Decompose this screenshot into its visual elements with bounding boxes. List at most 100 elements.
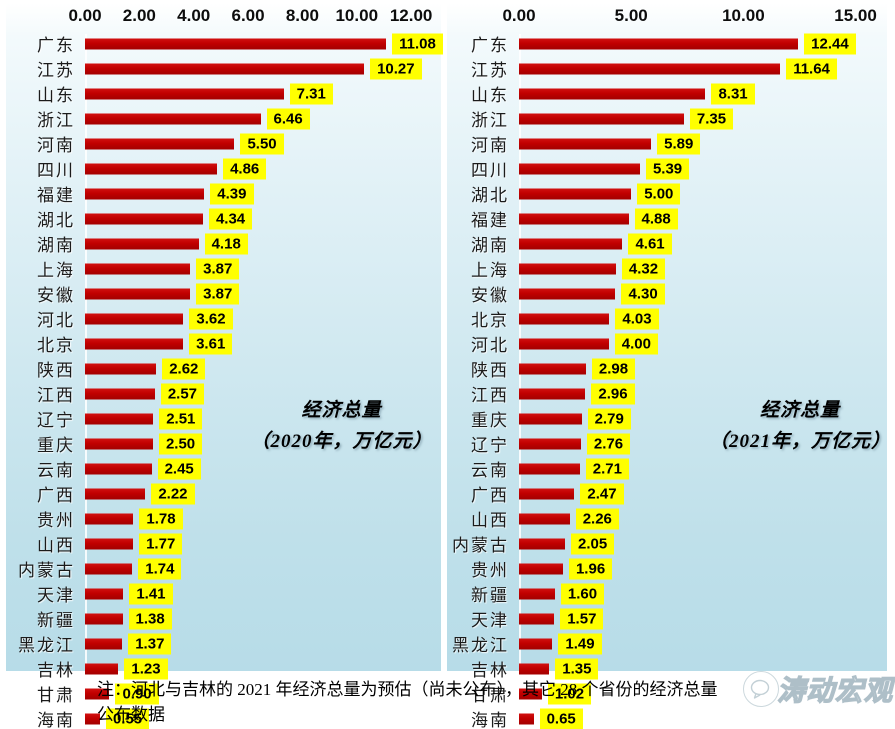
chart-row: 新疆 1.60 — [447, 581, 887, 606]
chart-row: 陕西 2.62 — [6, 356, 441, 381]
category-label: 北京 — [471, 311, 509, 330]
category-label: 湖南 — [471, 236, 509, 255]
bar-track: 1.02 — [519, 681, 887, 706]
chart-row: 北京 3.61 — [6, 331, 441, 356]
bar-track: 3.61 — [85, 331, 441, 356]
value-label: 0.65 — [539, 708, 583, 729]
axis-tick-label: 8.00 — [285, 6, 319, 25]
bar-track: 4.34 — [85, 206, 441, 231]
value-label: 6.46 — [266, 108, 310, 129]
chart-title-line2: （2021年，万亿元） — [708, 431, 892, 453]
category-label: 新疆 — [471, 586, 509, 605]
bar — [519, 238, 623, 249]
value-label: 3.61 — [189, 333, 233, 354]
category-label: 河北 — [471, 336, 509, 355]
value-label: 2.05 — [571, 533, 615, 554]
category-label: 湖北 — [471, 186, 509, 205]
bar-track: 8.31 — [519, 81, 887, 106]
value-label: 2.76 — [586, 433, 631, 454]
axis-tick-label: 4.00 — [177, 6, 211, 25]
category-label: 黑龙江 — [18, 636, 75, 655]
axis-tick-label: 2.00 — [122, 6, 156, 25]
bar — [519, 463, 580, 474]
footnote-line2: 公布数据 — [97, 705, 165, 724]
chart-row: 天津 1.57 — [447, 606, 887, 631]
category-label: 福建 — [37, 186, 75, 205]
chart-row: 山东 7.31 — [6, 81, 441, 106]
chart-row: 重庆 2.79 — [447, 406, 887, 431]
bar-track: 3.87 — [85, 256, 441, 281]
bar — [85, 463, 152, 474]
bar — [85, 563, 133, 574]
bar — [85, 338, 184, 349]
value-label: 2.51 — [159, 408, 203, 429]
bar-track: 11.64 — [519, 56, 887, 81]
value-label: 1.49 — [558, 633, 602, 654]
axis-tick-label: 15.00 — [834, 6, 877, 25]
bar — [85, 438, 153, 449]
category-label: 内蒙古 — [452, 536, 509, 555]
chart-row: 上海 3.87 — [6, 256, 441, 281]
bar-track: 3.62 — [85, 306, 441, 331]
chart-row: 甘肃 0.90 — [6, 681, 441, 706]
bar — [519, 113, 684, 124]
bar-track: 1.38 — [85, 606, 441, 631]
value-label: 4.86 — [223, 158, 267, 179]
category-label: 辽宁 — [471, 436, 509, 455]
chart-row: 辽宁 2.76 — [447, 431, 887, 456]
bar — [85, 663, 119, 674]
category-label: 甘肃 — [37, 686, 75, 705]
chart-row: 辽宁 2.51 — [6, 406, 441, 431]
chart-row: 湖南 4.18 — [6, 231, 441, 256]
chart-row: 江苏 10.27 — [6, 56, 441, 81]
category-label: 山西 — [37, 536, 75, 555]
chart-row: 安徽 3.87 — [6, 281, 441, 306]
bar — [85, 638, 123, 649]
chart-row: 云南 2.45 — [6, 456, 441, 481]
category-label: 陕西 — [471, 361, 509, 380]
value-label: 2.45 — [157, 458, 201, 479]
value-label: 2.26 — [575, 508, 619, 529]
plot-area-2020: 广东 11.08 江苏 10.27 山东 7.31 浙江 6.46 河南 5.50 四川 4.86 福建… — [6, 28, 443, 729]
category-label: 湖南 — [37, 236, 75, 255]
value-label: 1.02 — [547, 683, 592, 704]
chat-bubble-icon — [742, 671, 779, 707]
value-label: 2.96 — [591, 383, 635, 404]
category-label: 福建 — [471, 211, 509, 230]
axis-tick-label: 6.00 — [231, 6, 265, 25]
category-label: 陕西 — [37, 361, 75, 380]
bar — [519, 638, 553, 649]
axis-tick-label: 0.00 — [68, 6, 102, 25]
value-label: 1.41 — [129, 583, 173, 604]
chart-row: 海南 0.55 — [6, 706, 441, 729]
chart-row: 内蒙古 2.05 — [447, 531, 887, 556]
bar-track: 10.27 — [85, 56, 441, 81]
chart-row: 山西 1.77 — [6, 531, 441, 556]
bar-track: 1.60 — [519, 581, 887, 606]
category-label: 上海 — [471, 261, 509, 280]
chart-title-line1: 经济总量 — [759, 400, 841, 421]
value-label: 1.38 — [128, 608, 172, 629]
category-label: 广西 — [471, 486, 509, 505]
value-label: 11.64 — [786, 58, 837, 79]
bar — [519, 38, 799, 49]
category-label: 内蒙古 — [18, 561, 75, 580]
bar — [519, 63, 781, 74]
bar — [519, 513, 570, 524]
value-label: 3.62 — [189, 308, 233, 329]
bar — [85, 113, 261, 124]
bar — [519, 288, 616, 299]
value-label: 4.34 — [208, 208, 253, 229]
value-label: 2.62 — [162, 358, 206, 379]
category-label: 新疆 — [37, 611, 75, 630]
value-label: 0.90 — [115, 683, 159, 704]
bar-track: 2.05 — [519, 531, 887, 556]
bar — [519, 538, 565, 549]
bar — [519, 438, 581, 449]
bar-track: 11.08 — [85, 31, 443, 56]
category-label: 江苏 — [471, 61, 509, 80]
chart-row: 黑龙江 1.49 — [447, 631, 887, 656]
bar — [519, 688, 542, 699]
value-label: 12.44 — [804, 33, 856, 54]
bar-track: 0.90 — [85, 681, 441, 706]
